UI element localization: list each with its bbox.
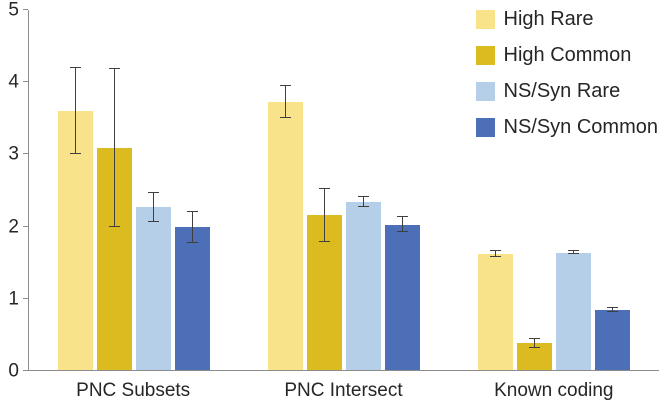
y-axis: 0 1 2 3 4 5 bbox=[0, 1, 28, 381]
bar-slot bbox=[595, 10, 630, 370]
bar-slot bbox=[346, 10, 381, 370]
error-bar-cap-top bbox=[490, 250, 501, 252]
error-bar-cap-top bbox=[109, 68, 120, 70]
category-label: PNC Intersect bbox=[284, 380, 403, 401]
bar-slot bbox=[175, 10, 210, 370]
legend-item: High Rare bbox=[475, 7, 659, 31]
error-bar-cap-top bbox=[280, 85, 291, 87]
legend-label: NS/Syn Rare bbox=[503, 80, 621, 102]
error-bar-line bbox=[153, 192, 154, 222]
error-bar-cap-bottom bbox=[568, 253, 579, 255]
bar-ns-syn-rare bbox=[346, 202, 381, 370]
bar-slot bbox=[307, 10, 342, 370]
legend-swatch bbox=[475, 9, 495, 29]
y-tick-mark bbox=[23, 9, 28, 10]
bar-high-rare bbox=[268, 102, 303, 370]
bar-high-common bbox=[517, 343, 552, 370]
error-bar-line bbox=[534, 339, 535, 348]
plot-area bbox=[28, 10, 659, 371]
error-bar-line bbox=[573, 251, 574, 255]
bar-group bbox=[449, 10, 659, 370]
legend: High Rare High Common NS/Syn Rare NS/Syn Co… bbox=[475, 7, 659, 139]
x-axis-labels: PNC Subsets PNC Intersect Known coding bbox=[28, 380, 659, 404]
error-bar-cap-bottom bbox=[397, 230, 408, 232]
category-label: Known coding bbox=[494, 380, 614, 401]
legend-swatch bbox=[475, 81, 495, 101]
legend-swatch bbox=[475, 117, 495, 137]
error-bar-line bbox=[75, 67, 76, 154]
error-bar-line bbox=[612, 308, 613, 313]
category-label: PNC Subsets bbox=[76, 380, 191, 401]
error-bar-line bbox=[114, 69, 115, 228]
legend-item: NS/Syn Common bbox=[475, 115, 659, 139]
error-bar-cap-bottom bbox=[529, 346, 540, 348]
bar-group bbox=[29, 10, 239, 370]
error-bar-line bbox=[402, 217, 403, 232]
error-bar-cap-bottom bbox=[607, 311, 618, 313]
bar-high-rare bbox=[478, 254, 513, 370]
legend-label: NS/Syn Common bbox=[503, 116, 659, 138]
y-tick-mark bbox=[23, 153, 28, 155]
y-tick-label: 0 bbox=[8, 360, 19, 382]
bar-ns-syn-rare bbox=[136, 207, 171, 370]
y-tick-label: 3 bbox=[8, 143, 19, 165]
error-bar-cap-bottom bbox=[280, 117, 291, 118]
bar-slot bbox=[517, 10, 552, 370]
legend-label: High Common bbox=[503, 44, 632, 66]
bar-ns-syn-rare bbox=[556, 252, 591, 370]
error-bar-cap-top bbox=[529, 338, 540, 340]
error-bar-cap-bottom bbox=[319, 240, 330, 242]
y-tick-mark bbox=[23, 225, 28, 227]
y-tick-mark bbox=[23, 370, 28, 371]
y-tick-label: 5 bbox=[8, 0, 19, 21]
bar-high-rare bbox=[58, 110, 93, 370]
bar-slot bbox=[556, 10, 591, 370]
error-bar-cap-bottom bbox=[490, 255, 501, 257]
error-bar-cap-bottom bbox=[109, 226, 120, 228]
y-tick-label: 4 bbox=[8, 71, 19, 93]
error-bar-line bbox=[192, 211, 193, 244]
error-bar-cap-top bbox=[607, 307, 618, 309]
bar-slot bbox=[385, 10, 420, 370]
error-bar-cap-top bbox=[70, 66, 81, 68]
legend-item: NS/Syn Rare bbox=[475, 79, 659, 103]
error-bar-cap-top bbox=[187, 210, 198, 212]
bar-slot bbox=[478, 10, 513, 370]
legend-swatch bbox=[475, 45, 495, 65]
error-bar-line bbox=[285, 86, 286, 118]
error-bar-cap-bottom bbox=[148, 220, 159, 222]
legend-item: High Common bbox=[475, 43, 659, 67]
y-tick-mark bbox=[23, 297, 28, 299]
error-bar-line bbox=[363, 197, 364, 208]
error-bar-cap-top bbox=[397, 216, 408, 218]
bar-slot bbox=[58, 10, 93, 370]
error-bar-line bbox=[324, 188, 325, 242]
y-tick-mark bbox=[23, 81, 28, 83]
y-tick-label: 2 bbox=[8, 216, 19, 238]
error-bar-cap-top bbox=[568, 250, 579, 252]
bar-slot bbox=[136, 10, 171, 370]
bar-ns-syn-common bbox=[595, 310, 630, 370]
bar-ns-syn-common bbox=[385, 224, 420, 370]
bar-group bbox=[239, 10, 449, 370]
error-bar-cap-top bbox=[319, 187, 330, 189]
legend-label: High Rare bbox=[503, 8, 594, 30]
y-tick-label: 1 bbox=[8, 288, 19, 310]
error-bar-cap-bottom bbox=[187, 242, 198, 244]
error-bar-line bbox=[495, 251, 496, 257]
error-bar-cap-top bbox=[148, 191, 159, 193]
error-bar-cap-bottom bbox=[70, 153, 81, 154]
bar-slot bbox=[97, 10, 132, 370]
error-bar-cap-top bbox=[358, 196, 369, 198]
bar-slot bbox=[268, 10, 303, 370]
bar-ns-syn-common bbox=[175, 227, 210, 370]
error-bar-cap-bottom bbox=[358, 206, 369, 208]
